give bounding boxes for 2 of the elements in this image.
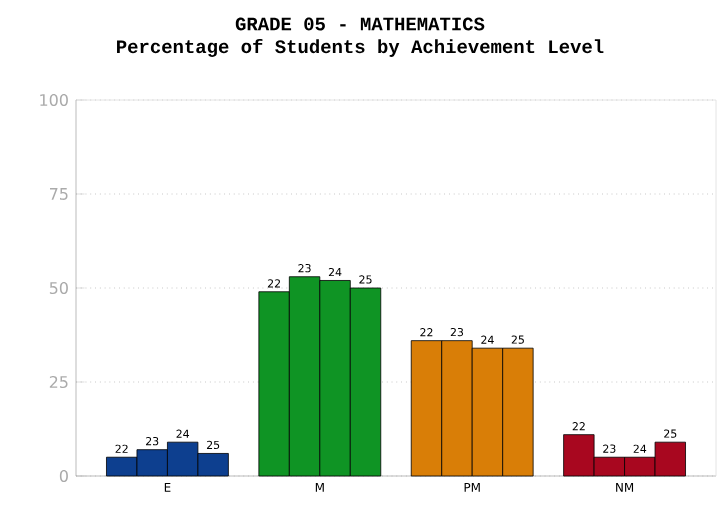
chart-subtitle: Percentage of Students by Achievement Level <box>117 38 604 57</box>
chart-title: GRADE 05 - MATHEMATICS <box>235 17 485 31</box>
